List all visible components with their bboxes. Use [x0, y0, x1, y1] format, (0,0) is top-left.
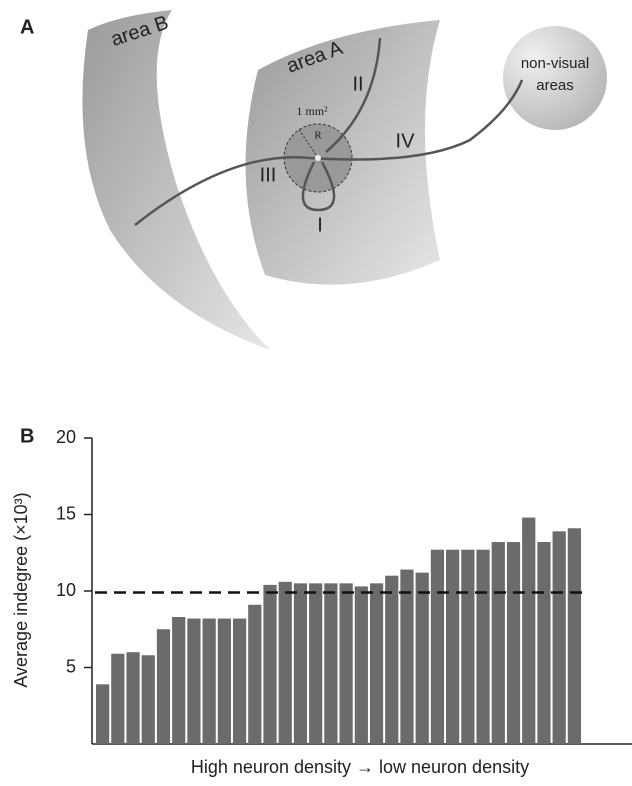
path-label: I: [317, 214, 323, 236]
y-tick-label: 20: [56, 427, 76, 447]
bar: [400, 570, 413, 744]
area-b: [82, 10, 270, 350]
bar: [370, 583, 383, 744]
bar: [476, 550, 489, 744]
bar: [126, 652, 139, 744]
bar: [263, 585, 276, 744]
path-label: II: [352, 73, 363, 95]
bar: [218, 619, 231, 744]
panel-label: A: [20, 16, 34, 38]
bar: [142, 655, 155, 744]
area-label: non-visual: [521, 55, 589, 72]
bar: [385, 576, 398, 744]
bar: [507, 542, 520, 744]
path-label: IV: [396, 130, 416, 152]
bar: [416, 573, 429, 744]
panel-label: B: [20, 425, 34, 447]
bar: [537, 542, 550, 744]
bar: [279, 582, 292, 744]
bar: [248, 605, 261, 744]
radius-label: R: [314, 130, 322, 142]
y-tick-label: 15: [56, 503, 76, 523]
bar: [203, 619, 216, 744]
y-axis-label: Average indegree (×10³): [11, 492, 31, 687]
bar: [294, 583, 307, 744]
bar: [522, 518, 535, 744]
scale-label: 1 mm²: [296, 104, 328, 118]
bar: [431, 550, 444, 744]
bar: [461, 550, 474, 744]
center: [315, 155, 321, 161]
bar: [96, 684, 109, 744]
bar: [492, 542, 505, 744]
bar: [324, 583, 337, 744]
bar: [340, 583, 353, 744]
bar: [553, 531, 566, 744]
y-tick-label: 5: [66, 656, 76, 676]
bar: [446, 550, 459, 744]
figure: A area B area A non-visual areas 1 mm² R…: [0, 0, 632, 781]
path-label: III: [260, 164, 277, 186]
bar: [568, 528, 581, 744]
bar: [355, 586, 368, 744]
bar: [157, 629, 170, 744]
area-label: areas: [536, 77, 574, 94]
bar: [233, 619, 246, 744]
x-axis-label: High neuron density → low neuron density: [191, 757, 529, 777]
bar: [309, 583, 322, 744]
y-tick-label: 10: [56, 580, 76, 600]
bar: [111, 654, 124, 744]
bar: [172, 617, 185, 744]
bar: [187, 619, 200, 744]
